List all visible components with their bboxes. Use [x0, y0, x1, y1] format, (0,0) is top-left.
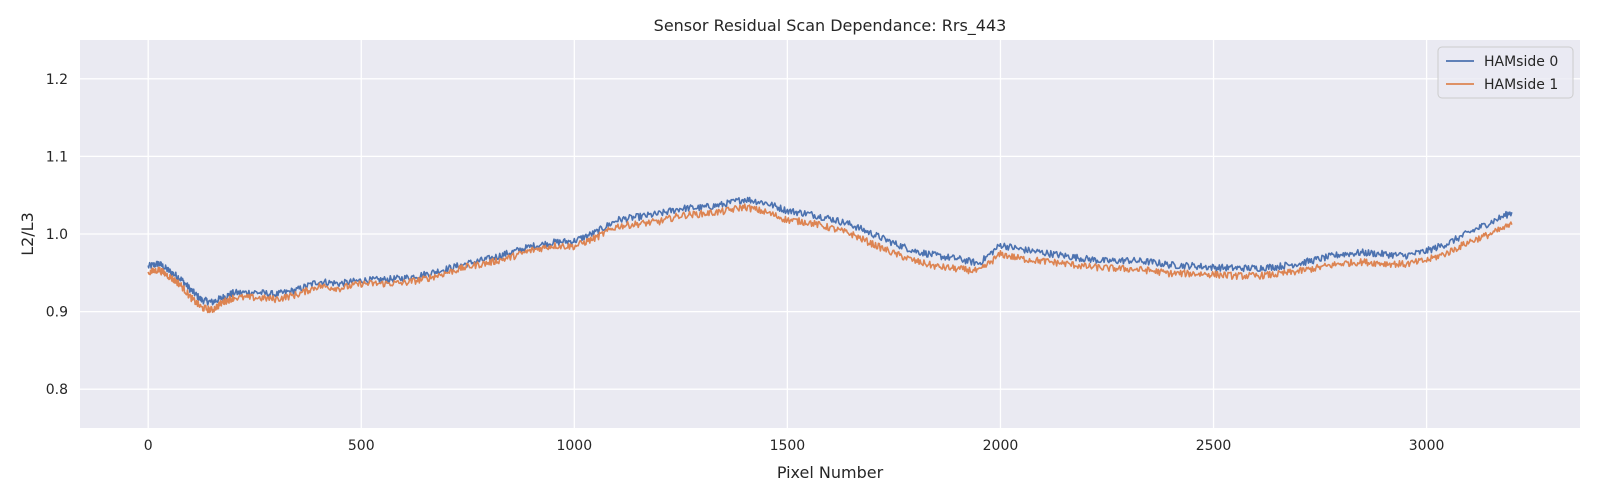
- y-tick-label: 0.9: [46, 305, 68, 321]
- x-tick-label: 3000: [1409, 438, 1445, 454]
- y-axis-title: L2/L3: [18, 212, 37, 256]
- legend-label-hamside-0: HAMside 0: [1484, 54, 1558, 70]
- y-tick-label: 0.8: [46, 382, 68, 398]
- x-tick-label: 1000: [556, 438, 592, 454]
- y-tick-labels: 0.8 0.9 1.0 1.1 1.2: [46, 72, 68, 398]
- y-tick-label: 1.1: [46, 149, 68, 165]
- grid-lines: [80, 40, 1580, 428]
- legend: HAMside 0 HAMside 1: [1437, 46, 1574, 99]
- y-tick-label: 1.0: [46, 227, 68, 243]
- chart-title: Sensor Residual Scan Dependance: Rrs_443: [654, 16, 1007, 36]
- legend-label-hamside-1: HAMside 1: [1484, 77, 1558, 93]
- x-tick-label: 500: [348, 438, 375, 454]
- legend-box: [1437, 46, 1574, 99]
- y-tick-label: 1.2: [46, 72, 68, 88]
- series-layer: [147, 196, 1513, 314]
- x-tick-label: 1500: [770, 438, 806, 454]
- x-tick-label: 2000: [983, 438, 1019, 454]
- x-tick-labels: 0 500 1000 1500 2000 2500 3000: [144, 438, 1445, 454]
- series-line-hamside-1: [147, 203, 1513, 314]
- x-tick-label: 0: [144, 438, 153, 454]
- x-tick-label: 2500: [1196, 438, 1232, 454]
- series-line-hamside-0: [147, 196, 1513, 306]
- x-axis-title: Pixel Number: [777, 463, 884, 482]
